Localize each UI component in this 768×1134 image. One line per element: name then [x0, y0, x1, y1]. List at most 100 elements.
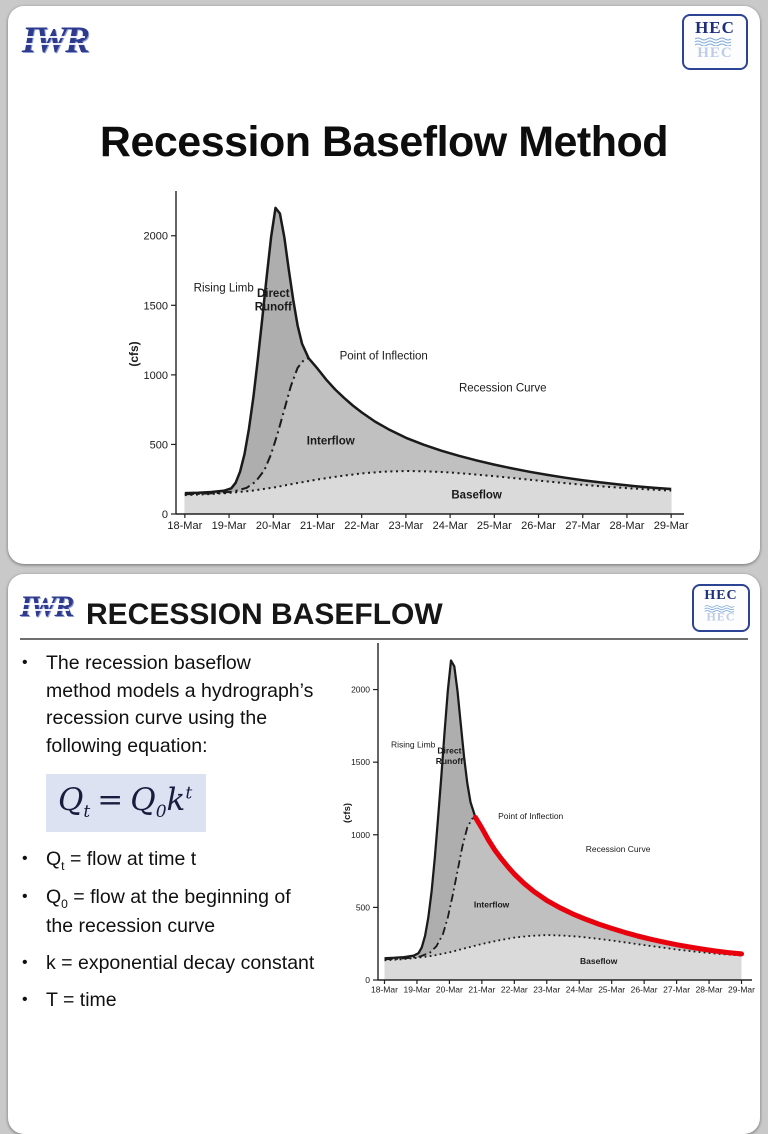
bullet-t: • T = time: [22, 987, 320, 1015]
hec-logo-text: HEC: [704, 588, 738, 603]
svg-text:Point of Inflection: Point of Inflection: [498, 811, 563, 821]
equation-sup-t: t: [185, 783, 193, 804]
svg-text:Baseflow: Baseflow: [451, 490, 502, 502]
hec-waves-icon: [694, 37, 732, 46]
svg-text:18-Mar: 18-Mar: [167, 520, 202, 532]
hec-logo-reflection: HEC: [706, 609, 736, 624]
svg-text:0: 0: [162, 509, 168, 521]
bullet-marker: •: [22, 888, 28, 906]
hec-logo: HEC HEC: [682, 14, 748, 70]
svg-text:2000: 2000: [144, 231, 168, 243]
slide1-title: Recession Baseflow Method: [99, 118, 669, 166]
q0-rest: = flow at the beginning of the recession…: [46, 886, 291, 938]
bullet-intro: • The recession baseflow method models a…: [22, 650, 320, 761]
svg-text:25-Mar: 25-Mar: [477, 520, 512, 532]
bullet-k: • k = exponential decay constant: [22, 950, 320, 978]
iwr-wave-stripe: [23, 43, 85, 46]
svg-text:Runoff: Runoff: [436, 756, 464, 766]
svg-text:28-Mar: 28-Mar: [696, 985, 723, 995]
svg-text:27-Mar: 27-Mar: [663, 985, 690, 995]
iwr-logo: IWR: [22, 20, 90, 61]
svg-text:28-Mar: 28-Mar: [610, 520, 645, 532]
svg-text:Interflow: Interflow: [474, 899, 510, 909]
bullet-qt-text: Qt = flow at time t: [46, 846, 320, 875]
q0-base: Q: [46, 886, 62, 909]
svg-text:0: 0: [365, 975, 370, 985]
svg-text:Runoff: Runoff: [255, 301, 292, 313]
bullet-t-text: T = time: [46, 988, 117, 1011]
svg-text:20-Mar: 20-Mar: [436, 985, 463, 995]
svg-text:1000: 1000: [144, 370, 168, 382]
equation-sub-t: t: [83, 801, 91, 822]
svg-text:1000: 1000: [351, 830, 370, 840]
iwr-wave-stripe: [23, 36, 85, 39]
iwr-logo-text: IWR: [22, 20, 90, 61]
bullet-marker: •: [22, 953, 28, 971]
svg-text:29-Mar: 29-Mar: [654, 520, 689, 532]
svg-text:(cfs): (cfs): [127, 341, 141, 366]
svg-text:Recession Curve: Recession Curve: [459, 383, 547, 395]
q0-sub: 0: [61, 897, 68, 912]
recession-equation: Qt = Q0kt: [46, 773, 207, 833]
svg-text:24-Mar: 24-Mar: [566, 985, 593, 995]
svg-text:Point of Inflection: Point of Inflection: [340, 351, 428, 363]
iwr-logo: IWR: [20, 590, 74, 623]
svg-text:(cfs): (cfs): [342, 803, 353, 823]
svg-text:29-Mar: 29-Mar: [728, 985, 755, 995]
svg-text:500: 500: [356, 902, 370, 912]
svg-text:19-Mar: 19-Mar: [212, 520, 247, 532]
bullet-marker: •: [22, 850, 28, 868]
svg-text:24-Mar: 24-Mar: [433, 520, 468, 532]
bullet-q0: • Q0 = flow at the beginning of the rece…: [22, 884, 320, 941]
qt-sub: t: [61, 859, 65, 874]
bullet-k-text: k = exponential decay constant: [46, 951, 315, 974]
svg-text:26-Mar: 26-Mar: [631, 985, 658, 995]
svg-text:23-Mar: 23-Mar: [533, 985, 560, 995]
hec-logo-text: HEC: [695, 18, 735, 37]
svg-text:25-Mar: 25-Mar: [598, 985, 625, 995]
qt-rest: = flow at time t: [64, 848, 197, 871]
qt-base: Q: [46, 848, 62, 871]
slide2-title: RECESSION BASEFLOW: [86, 598, 443, 631]
svg-text:27-Mar: 27-Mar: [565, 520, 600, 532]
bullet-q0-text: Q0 = flow at the beginning of the recess…: [46, 884, 320, 941]
equation-equals: =: [97, 781, 124, 818]
equation-sub-0: 0: [155, 801, 167, 822]
iwr-wave-stripe: [21, 603, 70, 606]
svg-text:Recession Curve: Recession Curve: [586, 844, 651, 854]
svg-text:22-Mar: 22-Mar: [344, 520, 379, 532]
bullet-marker: •: [22, 654, 28, 671]
hydrograph-chart-with-recession-highlight: 0 500 1000 1500 2000 18-Mar 19-Mar 20-Mar 21-Mar…: [342, 643, 755, 995]
svg-text:26-Mar: 26-Mar: [521, 520, 556, 532]
hec-logo-reflection: HEC: [697, 43, 733, 60]
svg-text:1500: 1500: [351, 757, 370, 767]
bullet-marker: •: [22, 990, 28, 1008]
svg-text:Rising Limb: Rising Limb: [194, 282, 254, 294]
svg-text:Rising Limb: Rising Limb: [391, 740, 436, 750]
bullet-intro-text: The recession baseflow method models a h…: [46, 652, 314, 758]
hec-logo: HEC HEC: [692, 584, 750, 632]
slide2-text-column: • The recession baseflow method models a…: [22, 650, 320, 1023]
svg-text:2000: 2000: [351, 685, 370, 695]
slide-recession-baseflow: IWR RECESSION BASEFLOW HEC HEC • The rec…: [8, 574, 760, 1134]
hydrograph-chart: 0 500 1000 1500 2000 18-Mar 19-Mar 20-Mar 21-Mar…: [127, 191, 689, 532]
svg-text:Direct: Direct: [437, 745, 461, 755]
svg-text:23-Mar: 23-Mar: [388, 520, 423, 532]
equation-k: k: [166, 781, 186, 818]
equation-Q2: Q: [130, 781, 156, 818]
svg-text:1500: 1500: [144, 300, 168, 312]
slide-recession-baseflow-method: IWR HEC HEC Recession Baseflow Method 0 5…: [8, 6, 760, 564]
iwr-wave-stripe: [21, 609, 70, 612]
svg-text:Baseflow: Baseflow: [580, 956, 618, 966]
svg-text:Direct: Direct: [257, 288, 290, 300]
svg-text:Interflow: Interflow: [307, 435, 355, 447]
svg-text:21-Mar: 21-Mar: [300, 520, 335, 532]
header-divider: [20, 638, 748, 640]
equation-Q1: Q: [58, 781, 84, 818]
svg-text:18-Mar: 18-Mar: [371, 985, 398, 995]
iwr-logo-text: IWR: [20, 590, 74, 623]
svg-text:19-Mar: 19-Mar: [403, 985, 430, 995]
bullet-qt: • Qt = flow at time t: [22, 846, 320, 875]
svg-text:21-Mar: 21-Mar: [468, 985, 495, 995]
svg-text:500: 500: [150, 439, 168, 451]
